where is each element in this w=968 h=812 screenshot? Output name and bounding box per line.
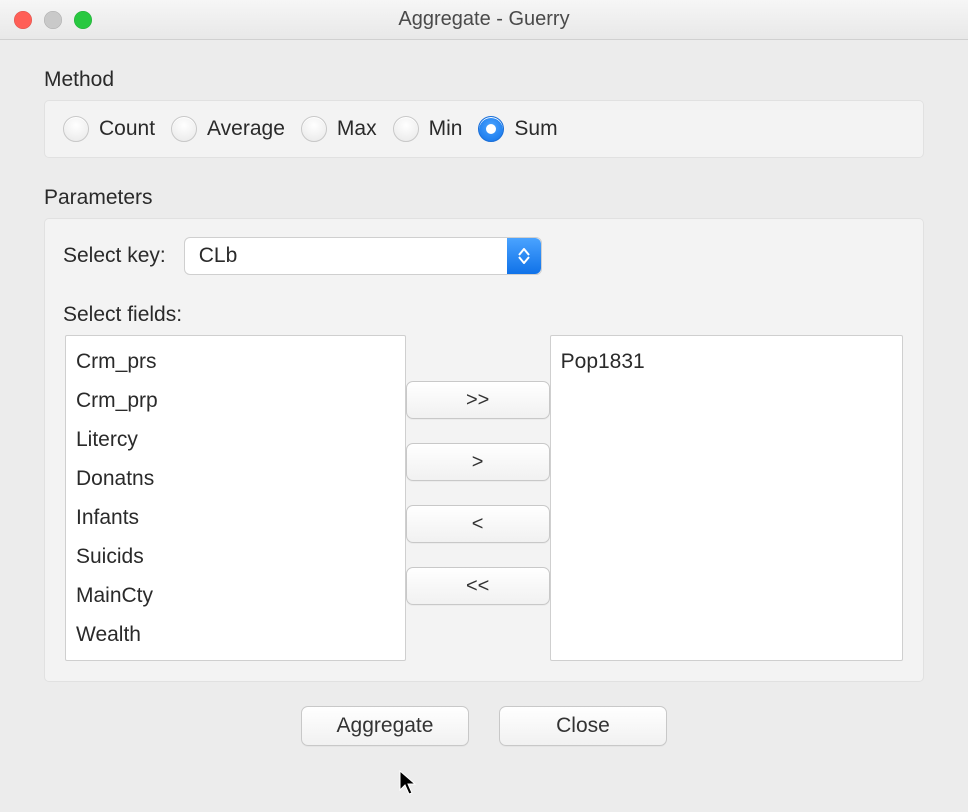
list-item[interactable]: Suicids xyxy=(76,537,395,576)
radio-count[interactable] xyxy=(63,116,89,142)
radio-max-label: Max xyxy=(337,117,377,141)
list-item[interactable]: MainCty xyxy=(76,576,395,615)
transfer-buttons: >> > < << xyxy=(406,335,550,661)
method-label: Method xyxy=(44,68,924,92)
remove-button[interactable]: < xyxy=(406,505,550,543)
chevron-up-down-icon xyxy=(507,238,541,274)
radio-max[interactable] xyxy=(301,116,327,142)
cursor-icon xyxy=(399,770,419,796)
list-item[interactable]: Crm_prp xyxy=(76,381,395,420)
list-item[interactable]: Wealth xyxy=(76,615,395,654)
list-item[interactable]: Pop1831 xyxy=(561,342,892,381)
titlebar: Aggregate - Guerry xyxy=(0,0,968,40)
parameters-panel: Select key: CLb Select fields: Crm_prs C… xyxy=(44,218,924,682)
select-key-value: CLb xyxy=(199,244,238,268)
list-item[interactable]: Crm_prs xyxy=(76,342,395,381)
list-item[interactable]: Infants xyxy=(76,498,395,537)
parameters-label: Parameters xyxy=(44,186,924,210)
radio-sum-label: Sum xyxy=(514,117,557,141)
radio-min[interactable] xyxy=(393,116,419,142)
available-fields-listbox[interactable]: Crm_prs Crm_prp Litercy Donatns Infants … xyxy=(65,335,406,661)
add-button[interactable]: > xyxy=(406,443,550,481)
radio-average-label: Average xyxy=(207,117,285,141)
window-controls xyxy=(0,11,92,29)
dialog-actions: Aggregate Close xyxy=(44,682,924,746)
list-item[interactable]: Litercy xyxy=(76,420,395,459)
radio-average[interactable] xyxy=(171,116,197,142)
list-item[interactable]: Donatns xyxy=(76,459,395,498)
window-title: Aggregate - Guerry xyxy=(0,8,968,31)
remove-all-button[interactable]: << xyxy=(406,567,550,605)
minimize-icon[interactable] xyxy=(44,11,62,29)
dual-listbox: Crm_prs Crm_prp Litercy Donatns Infants … xyxy=(59,335,909,661)
add-all-button[interactable]: >> xyxy=(406,381,550,419)
method-panel: Count Average Max Min Sum xyxy=(44,100,924,158)
select-fields-label: Select fields: xyxy=(59,303,909,327)
radio-count-label: Count xyxy=(99,117,155,141)
select-key-dropdown[interactable]: CLb xyxy=(184,237,542,275)
zoom-icon[interactable] xyxy=(74,11,92,29)
radio-min-label: Min xyxy=(429,117,463,141)
selected-fields-listbox[interactable]: Pop1831 xyxy=(550,335,903,661)
radio-sum[interactable] xyxy=(478,116,504,142)
aggregate-button[interactable]: Aggregate xyxy=(301,706,469,746)
close-icon[interactable] xyxy=(14,11,32,29)
close-button[interactable]: Close xyxy=(499,706,667,746)
select-key-label: Select key: xyxy=(63,244,166,268)
